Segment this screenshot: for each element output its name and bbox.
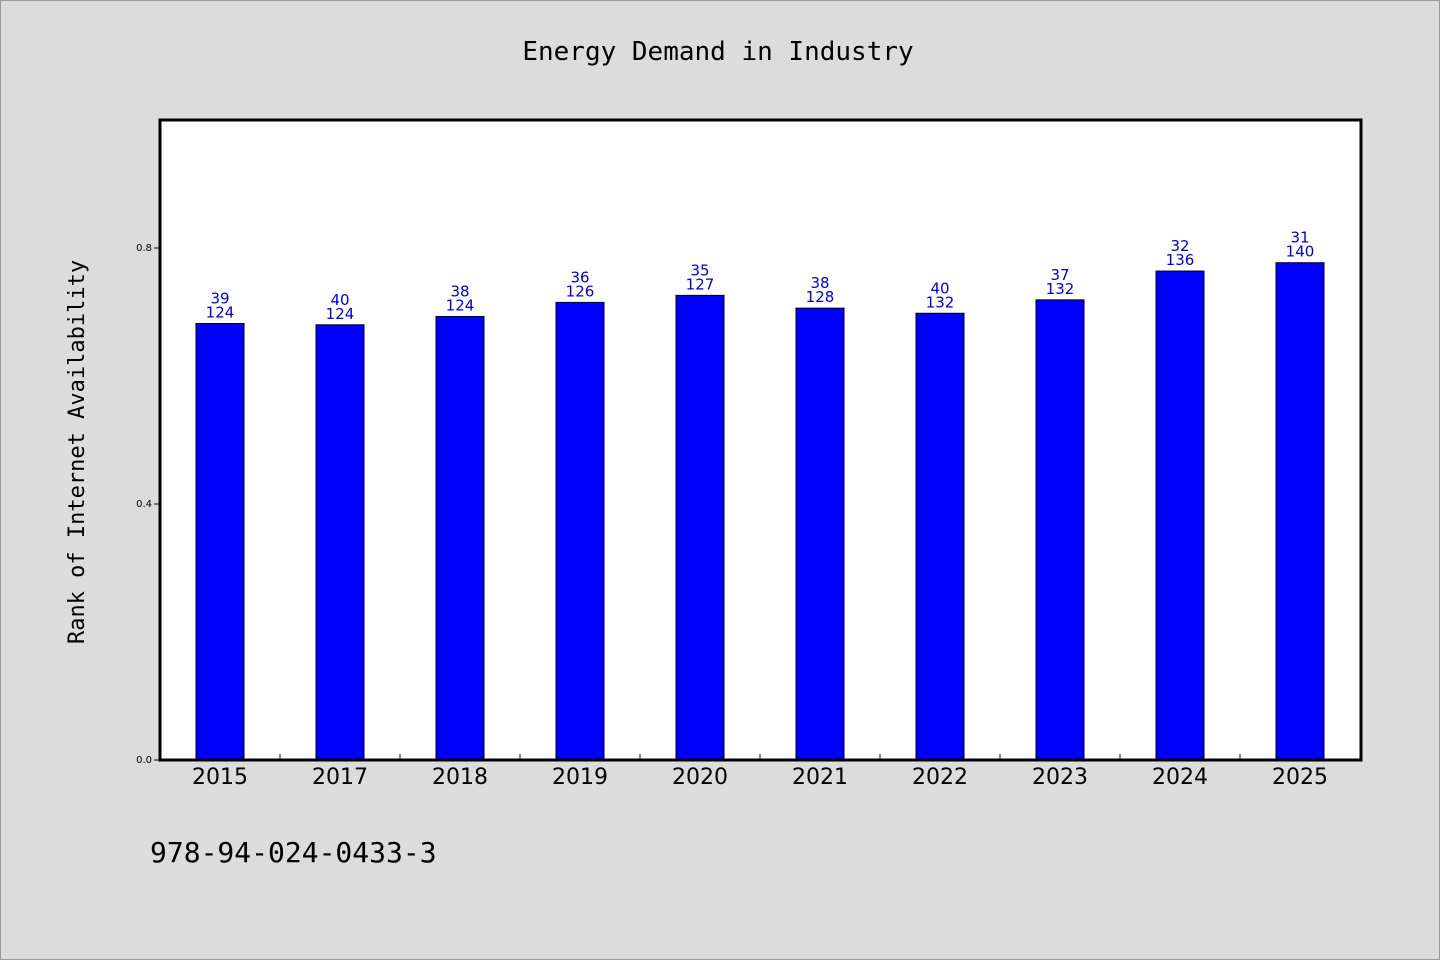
bar-2025 [1275,262,1325,761]
bar-label-top: 35 [690,261,709,279]
chart-title: Energy Demand in Industry [522,37,913,67]
bar-label-bottom: 127 [686,275,715,293]
bar-2019 [555,301,605,761]
bar-label-bottom: 128 [806,288,835,306]
x-tick-label: 2015 [192,765,248,790]
x-tick-label: 2017 [312,765,368,790]
bar-label-bottom: 124 [326,305,355,323]
x-tick-label: 2023 [1032,765,1088,790]
y-axis-label: Rank of Internet Availability [65,260,90,644]
bar-label-bottom: 132 [1046,280,1075,298]
bar-label-bottom: 132 [926,293,955,311]
bar-2021 [795,307,845,761]
y-axis-ticks: 0.0 0.4 0.8 [136,243,160,766]
x-tick-label: 2021 [792,765,848,790]
bar-label-top: 39 [210,290,229,308]
bar-2020 [675,294,725,761]
bar-label-top: 36 [570,268,589,286]
x-tick-label: 2024 [1152,765,1208,790]
bar-2022 [915,312,965,761]
x-tick-label: 2018 [432,765,488,790]
bar-label-bottom: 140 [1286,243,1315,261]
y-tick-label: 0.4 [136,499,152,510]
bars-group [195,262,1325,761]
bar-2017 [315,324,365,761]
bar-label-top: 37 [1050,266,1069,284]
bar-2024 [1155,270,1205,761]
isbn-text: 978-94-024-0433-3 [150,836,437,869]
bar-label-bottom: 124 [206,304,235,322]
bar-label-top: 38 [450,282,469,300]
bar-2018 [435,315,485,761]
plot-border [158,118,1363,762]
bar-2015 [195,323,245,761]
bar-label-bottom: 124 [446,296,475,314]
x-tick-label: 2022 [912,765,968,790]
x-tick-label: 2019 [552,765,608,790]
bar-label-top: 32 [1170,237,1189,255]
y-tick-label: 0.8 [136,243,152,254]
bar-label-top: 40 [330,291,349,309]
bar-label-top: 38 [810,274,829,292]
x-tick-label: 2025 [1272,765,1328,790]
bar-label-bottom: 126 [566,282,595,300]
bar-label-bottom: 136 [1166,251,1195,269]
bar-2023 [1035,299,1085,761]
bar-label-top: 31 [1290,229,1309,247]
x-axis-ticks: 2015 2017 2018 2019 2020 2021 2022 2023 2024 2025 [192,754,1328,790]
y-tick-label: 0.0 [136,755,152,766]
bar-label-top: 40 [930,279,949,297]
x-tick-label: 2020 [672,765,728,790]
